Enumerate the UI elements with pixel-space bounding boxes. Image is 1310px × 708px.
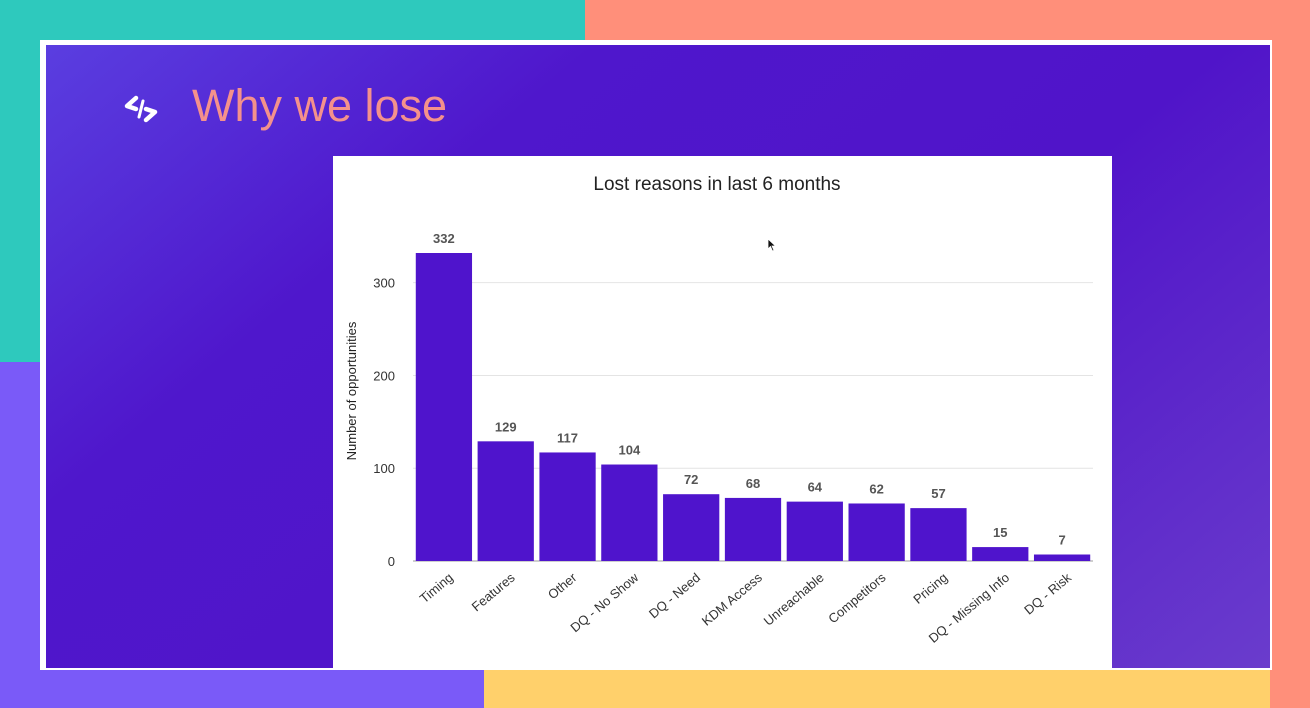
chevrons-logo-icon <box>124 95 158 123</box>
data-label: 7 <box>1058 533 1065 548</box>
slide: Why we lose Lost reasons in last 6 month… <box>46 45 1270 668</box>
chart-title: Lost reasons in last 6 months <box>593 174 840 195</box>
chart-card: Lost reasons in last 6 months 0 100 200 300 N… <box>333 156 1112 668</box>
bar <box>786 501 843 561</box>
bar <box>415 253 473 561</box>
data-label: 68 <box>746 476 760 491</box>
data-label: 104 <box>619 443 641 458</box>
x-tick-label: Competitors <box>825 569 889 626</box>
x-tick-label: Unreachable <box>761 570 827 629</box>
x-tick-label: DQ - No Show <box>567 569 641 635</box>
bar <box>724 497 782 561</box>
y-tick-label: 200 <box>373 368 395 383</box>
background-yellow-block <box>484 668 1270 708</box>
data-label: 62 <box>869 481 883 496</box>
y-axis-label: Number of opportunities <box>344 321 359 460</box>
bar <box>1033 554 1091 561</box>
x-tick-label: DQ - Risk <box>1021 569 1074 617</box>
y-tick-label: 0 <box>388 554 395 569</box>
data-label: 57 <box>931 486 945 501</box>
x-tick-label: Timing <box>417 570 456 606</box>
x-tick-label: Other <box>545 569 580 602</box>
bar <box>663 494 720 561</box>
bar <box>539 452 596 561</box>
data-label: 129 <box>495 419 517 434</box>
bar <box>910 508 967 561</box>
y-tick-label: 100 <box>373 461 395 476</box>
bar <box>972 547 1029 561</box>
y-tick-label: 300 <box>373 276 395 291</box>
x-tick-label: DQ - Need <box>646 570 703 621</box>
mouse-cursor-icon <box>767 238 777 252</box>
bar-chart: Lost reasons in last 6 months 0 100 200 300 N… <box>344 174 1093 646</box>
data-label: 117 <box>557 430 578 445</box>
bar <box>477 441 534 561</box>
slide-title: Why we lose <box>192 80 448 131</box>
data-label: 15 <box>993 525 1007 540</box>
bar <box>848 503 905 561</box>
x-tick-label: Features <box>469 569 518 614</box>
x-tick-label: KDM Access <box>699 569 765 628</box>
bar <box>601 464 658 561</box>
data-label: 64 <box>808 480 823 495</box>
x-tick-label: Pricing <box>910 570 950 607</box>
data-label: 332 <box>433 231 455 246</box>
data-label: 72 <box>684 472 698 487</box>
